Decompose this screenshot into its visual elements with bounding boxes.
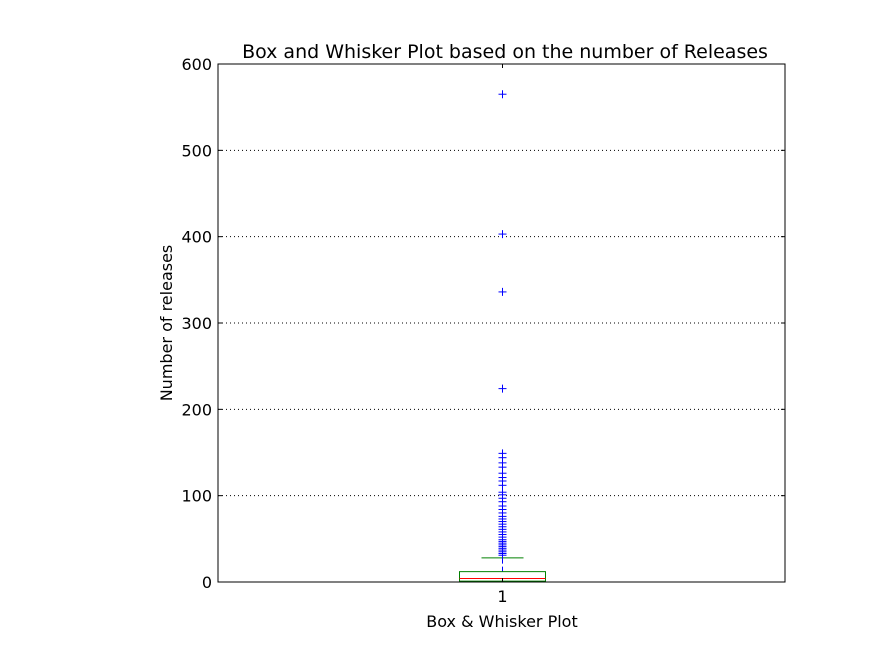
y-tick-label: 300 bbox=[181, 314, 212, 333]
outlier-point bbox=[498, 449, 507, 458]
axes: 0 100 200 300 400 500 600 1 bbox=[181, 55, 785, 606]
y-tick-label: 600 bbox=[181, 55, 212, 74]
outlier-point bbox=[498, 384, 507, 393]
y-tick-label: 0 bbox=[202, 573, 212, 592]
grid-lines bbox=[218, 149, 785, 497]
x-axis-label: Box & Whisker Plot bbox=[426, 612, 578, 631]
outlier-point bbox=[498, 90, 507, 99]
outlier-point bbox=[498, 230, 507, 239]
chart-title: Box and Whisker Plot based on the number… bbox=[242, 41, 768, 63]
y-tick-label: 100 bbox=[181, 487, 212, 506]
plot-frame bbox=[217, 63, 786, 583]
y-tick-label: 200 bbox=[181, 400, 212, 419]
plot-marks bbox=[459, 90, 546, 583]
x-tick-label: 1 bbox=[497, 587, 507, 606]
y-tick-label: 500 bbox=[181, 141, 212, 160]
outlier-point bbox=[498, 287, 507, 296]
y-tick-label: 400 bbox=[181, 228, 212, 247]
y-axis-label: Number of releases bbox=[157, 245, 176, 402]
outlier-point bbox=[498, 488, 507, 497]
